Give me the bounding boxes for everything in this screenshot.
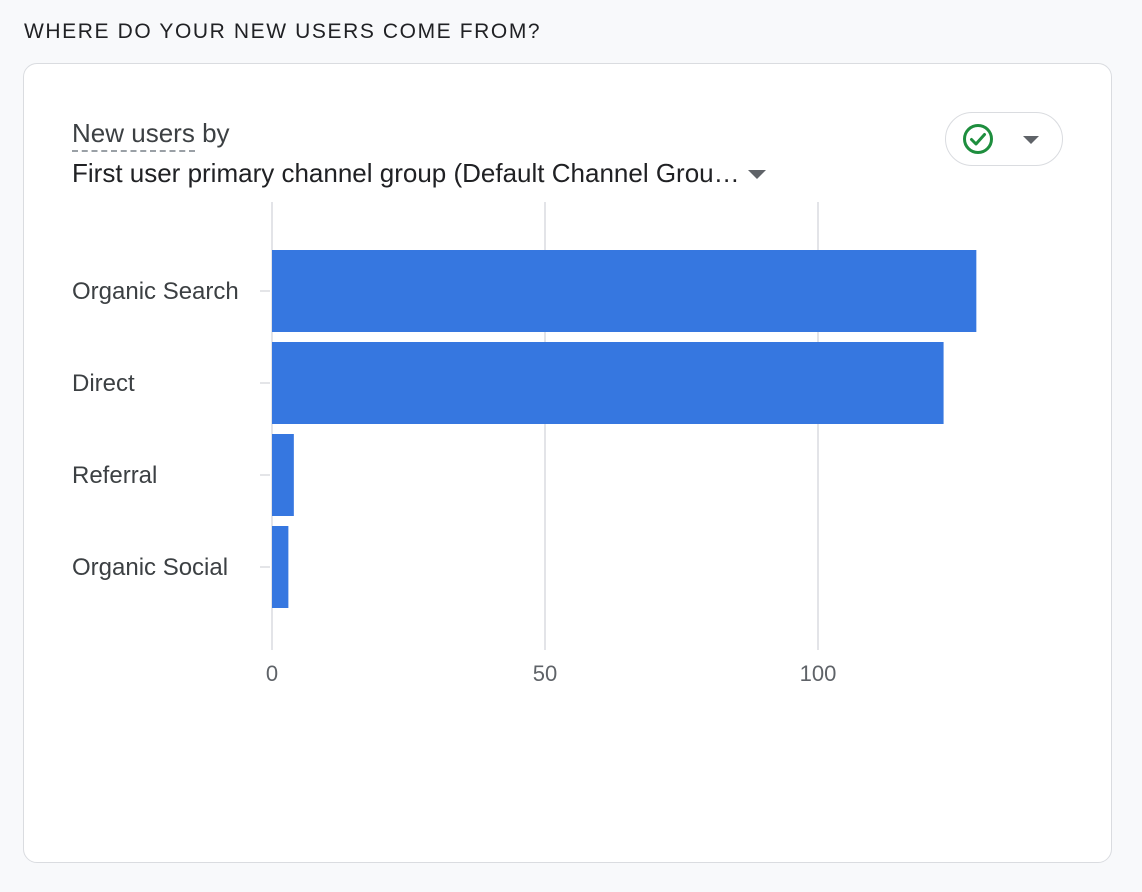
dimension-dropdown[interactable]: First user primary channel group (Defaul… bbox=[72, 158, 766, 188]
chevron-down-icon bbox=[1023, 136, 1039, 144]
card-title: New users by bbox=[72, 118, 230, 152]
by-label: by bbox=[202, 118, 230, 148]
section-heading: WHERE DO YOUR NEW USERS COME FROM? bbox=[24, 20, 542, 43]
x-tick-label: 0 bbox=[266, 661, 278, 686]
category-label: Referral bbox=[72, 462, 157, 489]
new-users-card: New users by First user primary channel … bbox=[23, 63, 1112, 863]
bar bbox=[272, 526, 289, 608]
status-menu-button[interactable] bbox=[945, 112, 1063, 166]
x-tick-label: 100 bbox=[800, 661, 837, 686]
category-label: Organic Social bbox=[72, 554, 228, 581]
bar bbox=[272, 250, 977, 332]
bar bbox=[272, 434, 294, 516]
category-label: Organic Search bbox=[72, 278, 239, 305]
metric-selector[interactable]: New users bbox=[72, 118, 195, 152]
bar bbox=[272, 342, 944, 424]
x-tick-label: 50 bbox=[533, 661, 557, 686]
chevron-down-icon bbox=[747, 169, 766, 179]
category-label: Direct bbox=[72, 370, 135, 397]
dimension-label: First user primary channel group (Defaul… bbox=[72, 158, 740, 188]
check-circle-icon bbox=[963, 124, 993, 154]
